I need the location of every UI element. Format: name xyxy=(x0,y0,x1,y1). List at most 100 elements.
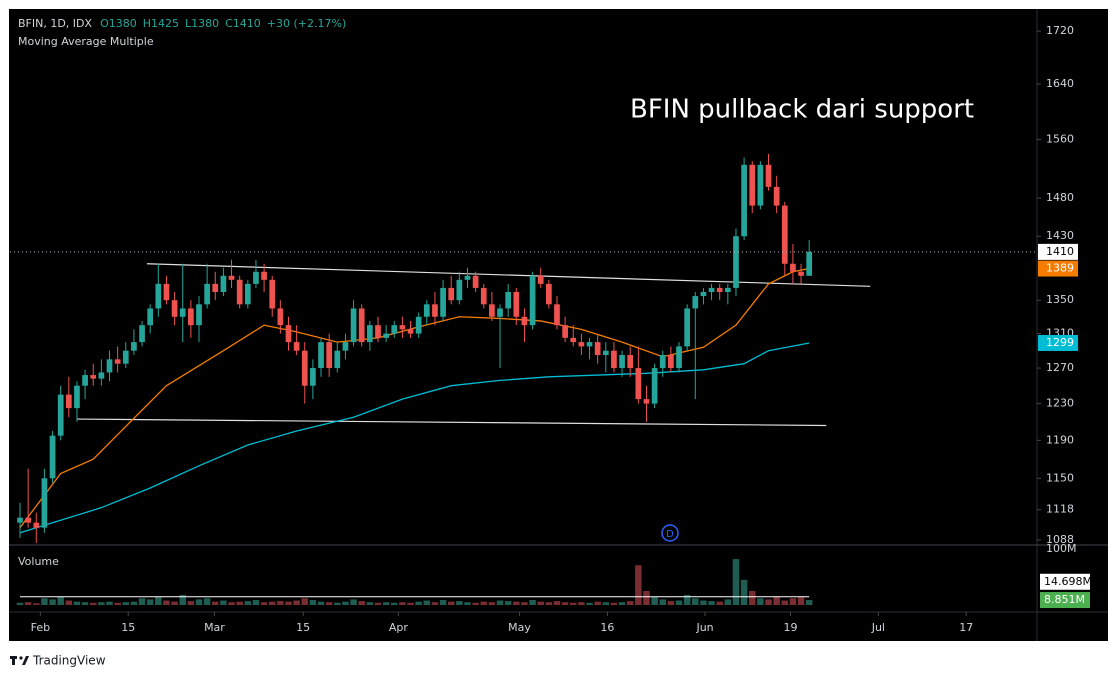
candle-body xyxy=(293,342,300,351)
volume-bar xyxy=(334,602,341,605)
last-value-bg xyxy=(1038,260,1078,277)
volume-bar xyxy=(472,602,479,605)
candle-body xyxy=(537,275,544,284)
volume-bar xyxy=(81,602,89,605)
candle-body xyxy=(350,308,357,343)
candle-body xyxy=(806,251,813,276)
volume-tick-label: 100M xyxy=(1046,542,1077,555)
candle-body xyxy=(82,375,88,386)
x-tick-label: 15 xyxy=(296,621,310,634)
volume-bar xyxy=(773,596,780,605)
volume-bar xyxy=(521,602,528,605)
volume-bar xyxy=(325,602,333,605)
candle-body xyxy=(545,283,552,305)
candle-body xyxy=(716,287,723,292)
candle-body xyxy=(684,308,691,347)
x-tick-label: Jun xyxy=(695,621,713,634)
candle-body xyxy=(659,355,666,369)
volume-bar xyxy=(399,602,406,605)
volume-bar xyxy=(805,600,813,605)
candle-body xyxy=(749,164,756,206)
volume-bar xyxy=(456,601,463,605)
candle-body xyxy=(139,325,145,343)
volume-bar xyxy=(382,602,390,605)
x-tick-label: Feb xyxy=(31,621,50,634)
trend-line xyxy=(146,263,871,287)
candle-body xyxy=(757,164,764,206)
volume-bar xyxy=(569,602,577,605)
volume-bar xyxy=(732,559,740,605)
candle-body xyxy=(578,342,585,347)
volume-label: 8.851M xyxy=(1044,593,1085,606)
volume-bar xyxy=(553,601,561,605)
x-tick-label: 19 xyxy=(783,621,797,634)
volume-bar xyxy=(447,601,455,605)
candle-body xyxy=(310,368,316,386)
volume-bar xyxy=(765,599,772,605)
volume-bar xyxy=(374,602,382,605)
dividend-marker[interactable] xyxy=(661,524,679,542)
volume-bar xyxy=(49,599,56,605)
candle-body xyxy=(741,164,747,237)
moving-average-line xyxy=(19,267,810,529)
volume-bar xyxy=(366,602,374,605)
candle-body xyxy=(236,279,243,305)
x-tick-label: 17 xyxy=(959,621,973,634)
volume-bar xyxy=(431,602,439,605)
candle-body xyxy=(49,435,56,479)
y-tick-label: 1350 xyxy=(1046,293,1074,306)
candle-body xyxy=(358,308,365,343)
candle-body xyxy=(521,316,528,326)
volume-label-bg xyxy=(1040,592,1090,609)
candle-body xyxy=(375,325,381,338)
y-tick-label: 1270 xyxy=(1046,361,1074,374)
candle-body xyxy=(326,342,333,369)
plot-layer: 1088111811501190123012701310135014301480… xyxy=(10,24,1092,634)
candle-body xyxy=(423,304,430,317)
trend-line xyxy=(76,418,827,427)
x-tick-label: May xyxy=(508,621,531,634)
candle-body xyxy=(131,342,137,351)
candle-body xyxy=(155,283,162,309)
candle-body xyxy=(106,359,113,373)
last-value-bg xyxy=(1038,243,1078,260)
ohlc-legend: +30 (+2.17%) xyxy=(267,17,346,30)
volume-bar xyxy=(594,601,601,605)
candle-body xyxy=(334,350,341,369)
volume-bar xyxy=(155,597,162,605)
volume-bar xyxy=(73,601,81,605)
volume-bar xyxy=(252,599,260,605)
candle-body xyxy=(724,287,731,292)
volume-bar xyxy=(464,602,471,605)
candle-body xyxy=(594,342,601,356)
candle-body xyxy=(651,368,658,404)
volume-bar xyxy=(748,591,756,605)
candle-body xyxy=(90,375,97,379)
candle-body xyxy=(220,275,227,292)
volume-bar xyxy=(277,601,284,605)
candle-body xyxy=(790,263,796,272)
volume-bar xyxy=(415,601,422,605)
candle-body xyxy=(602,350,609,356)
candle-body xyxy=(448,287,455,301)
volume-bar xyxy=(667,601,675,605)
candle-body xyxy=(586,342,593,347)
candle-body xyxy=(171,300,178,317)
volume-bar xyxy=(228,602,235,605)
candle-body xyxy=(765,164,772,187)
candle-body xyxy=(456,279,463,301)
candle-body xyxy=(692,296,699,309)
candle-body xyxy=(781,205,788,264)
candle-body xyxy=(611,350,617,369)
candle-body xyxy=(708,287,715,292)
volume-bar xyxy=(724,599,732,605)
dividend-label[interactable]: D xyxy=(666,529,674,540)
candle-body xyxy=(74,385,80,409)
y-tick-label: 1118 xyxy=(1046,503,1074,516)
x-tick-label: Mar xyxy=(204,621,225,634)
ohlc-legend: H1425 xyxy=(143,17,179,30)
candle-body xyxy=(383,333,389,338)
x-tick-label: 15 xyxy=(121,621,135,634)
